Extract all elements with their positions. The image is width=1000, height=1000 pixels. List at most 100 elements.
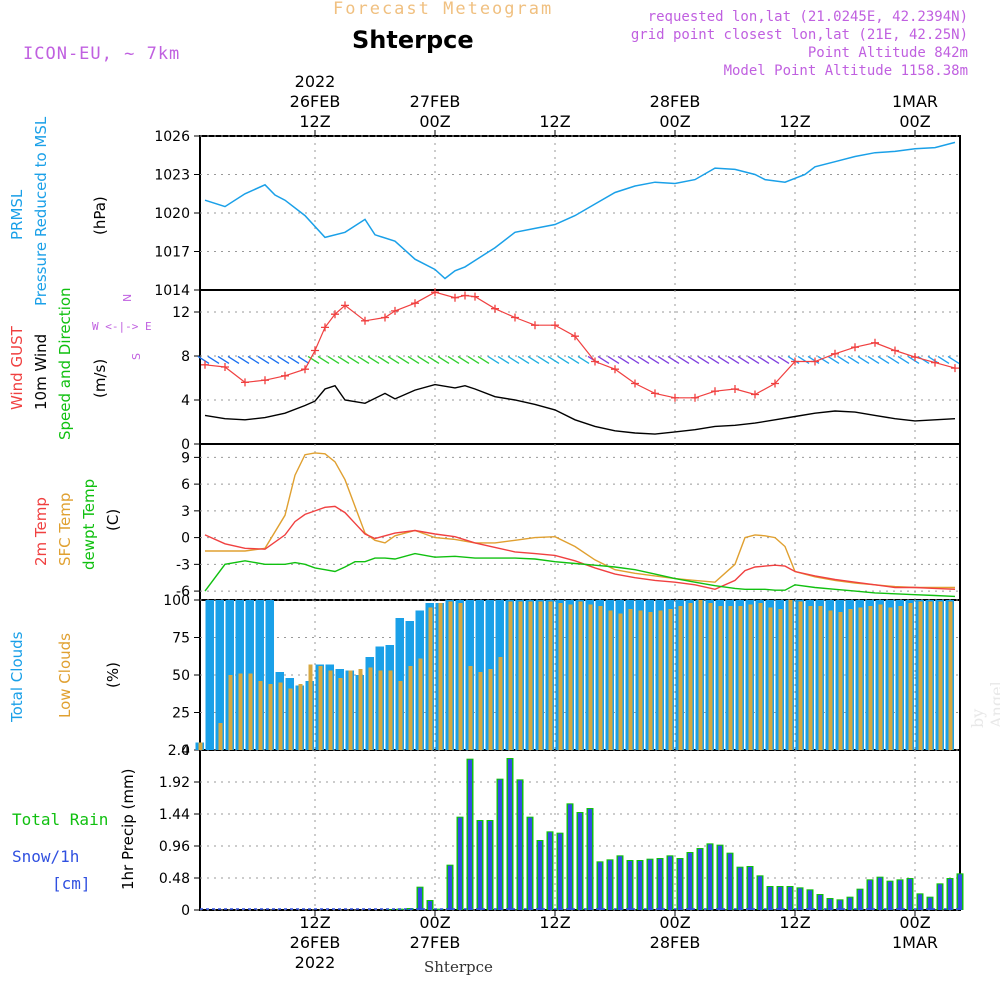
- y-tick-label: 2.4: [168, 743, 190, 759]
- wind-barb: [617, 355, 630, 364]
- gust-marker: [871, 338, 879, 347]
- low-cloud-bar: [898, 606, 903, 750]
- snow-bar: [938, 884, 942, 910]
- gust-marker: [611, 365, 619, 374]
- wind-barb: [327, 355, 340, 364]
- low-cloud-bar: [548, 601, 553, 750]
- wind-barb: [417, 355, 430, 364]
- gust-marker: [911, 353, 919, 362]
- gust-marker: [571, 332, 579, 341]
- time-label: 28FEB: [650, 933, 701, 952]
- panel-temperature: -6 -3 0 3 6 9: [176, 443, 961, 601]
- low-cloud-bar: [748, 604, 753, 750]
- time-label: 26FEB: [290, 92, 341, 111]
- y-tick-label: 0: [181, 903, 190, 919]
- y-tick-label: 1.44: [159, 807, 190, 823]
- low-cloud-bar: [418, 658, 423, 750]
- snow-bar: [768, 887, 772, 910]
- wind-barb: [947, 355, 960, 364]
- low-cloud-bar: [878, 604, 883, 750]
- wind-barb: [567, 355, 580, 364]
- gust-marker: [311, 346, 319, 355]
- wind-barb: [217, 355, 230, 364]
- low-cloud-bar: [658, 610, 663, 750]
- point-altitude: Point Altitude 842m: [807, 45, 968, 61]
- wind-barb: [787, 355, 800, 364]
- low-cloud-bar: [338, 678, 343, 750]
- snow-bar: [868, 880, 872, 910]
- snow-bar: [948, 879, 952, 910]
- sfc-temp-line: [205, 452, 955, 589]
- low-cloud-bar: [298, 684, 303, 750]
- y-tick-label: 8: [181, 349, 190, 365]
- low-cloud-bar: [758, 603, 763, 750]
- snow-bar: [918, 894, 922, 910]
- gust-marker: [671, 393, 679, 402]
- low-cloud-bar: [348, 670, 353, 750]
- wind-barb: [907, 355, 920, 364]
- low-cloud-bar: [848, 609, 853, 750]
- low-cloud-bar: [458, 603, 463, 750]
- low-cloud-bar: [778, 609, 783, 750]
- low-cloud-bar: [258, 681, 263, 750]
- wind-barb: [257, 355, 270, 364]
- snow-bar: [418, 887, 422, 910]
- snow-bar: [578, 813, 582, 910]
- wind-barb: [287, 355, 300, 364]
- snow-bar: [528, 817, 532, 910]
- y-tick-label: 1017: [154, 245, 190, 261]
- snow-bar: [778, 887, 782, 910]
- low-cloud-bar: [918, 601, 923, 750]
- wind-barb: [317, 355, 330, 364]
- low-cloud-bar: [308, 664, 313, 750]
- wind-barb: [817, 355, 830, 364]
- low-cloud-bar: [468, 666, 473, 750]
- gust-marker: [651, 389, 659, 398]
- low-cloud-bar: [808, 606, 813, 750]
- y-tick-label: 0.48: [159, 871, 190, 887]
- wind-barb: [197, 355, 210, 364]
- wind-barb: [867, 355, 880, 364]
- snow-bar: [548, 832, 552, 910]
- model-label: ICON-EU, ~ 7km: [23, 44, 181, 64]
- time-label: 00Z: [899, 913, 930, 932]
- y-tick-label: 1.92: [159, 775, 190, 791]
- gust-line: [204, 291, 956, 399]
- time-label: 1MAR: [892, 92, 938, 111]
- low-cloud-bar: [248, 673, 253, 750]
- time-label: 1MAR: [892, 933, 938, 952]
- snow-bar: [928, 897, 932, 910]
- low-cloud-bar: [948, 601, 953, 750]
- low-cloud-bar: [628, 609, 633, 750]
- snow-bar: [568, 804, 572, 910]
- requested-coords: requested lon,lat (21.0245E, 42.2394N): [647, 9, 968, 25]
- gust-marker: [301, 365, 309, 374]
- snow-bar: [688, 853, 692, 910]
- time-label: 2022: [295, 953, 336, 972]
- low-cloud-bar: [648, 612, 653, 750]
- gust-marker: [531, 321, 539, 330]
- gust-marker: [221, 363, 229, 371]
- snow-bar: [698, 849, 702, 910]
- wind-barb: [397, 355, 410, 364]
- gust-marker: [711, 387, 719, 396]
- y-tick-label: 0.96: [159, 839, 190, 855]
- wind-barb: [637, 355, 650, 364]
- pressure-line: [204, 141, 956, 280]
- gust-marker: [491, 304, 499, 313]
- time-label: 00Z: [899, 112, 930, 131]
- label-total-rain: Total Rain: [12, 810, 109, 829]
- time-label: 28FEB: [650, 92, 701, 111]
- y-tick-label: 1014: [154, 283, 190, 299]
- low-cloud-bar: [528, 601, 533, 750]
- y-tick-label: 9: [181, 450, 190, 466]
- wind-barb: [757, 355, 770, 364]
- total-cloud-bar: [265, 600, 274, 750]
- gust-marker: [771, 379, 779, 388]
- low-cloud-bar: [438, 603, 443, 750]
- time-label: 2022: [295, 72, 336, 91]
- low-cloud-bar: [838, 612, 843, 750]
- wind-barb: [647, 355, 660, 364]
- low-cloud-bar: [198, 742, 203, 750]
- low-cloud-bar: [238, 673, 243, 750]
